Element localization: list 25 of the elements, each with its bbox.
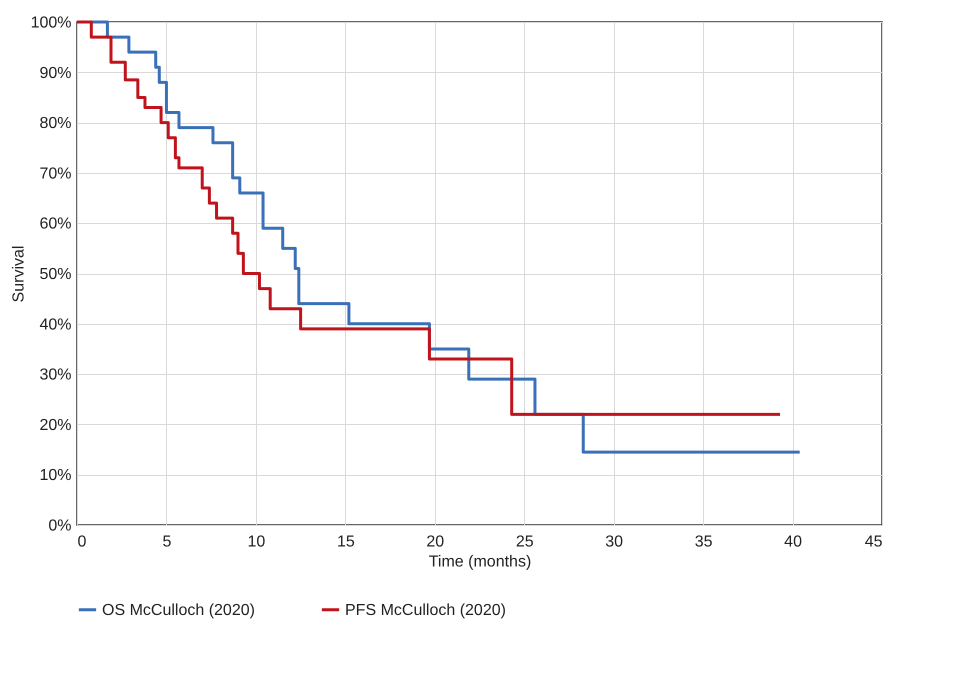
x-tick-label: 45 [864,534,883,550]
x-tick-label: 10 [247,534,266,550]
y-tick-label: 30% [39,366,72,384]
y-tick-label: 0% [48,518,72,534]
x-tick-label: 40 [784,534,802,550]
x-tick-label: 30 [605,534,624,550]
x-tick-label: 35 [694,534,713,550]
x-tick-label: 20 [426,534,444,550]
legend-label: PFS McCulloch (2020) [345,602,506,619]
legend-label: OS McCulloch (2020) [102,602,255,619]
y-tick-label: 80% [39,115,72,132]
y-tick-label: 60% [39,216,72,233]
x-tick-label: 0 [78,534,86,550]
y-axis-title: Survival [10,246,28,302]
y-tick-label: 40% [39,316,72,334]
x-tick-label: 5 [162,534,172,550]
y-tick-label: 50% [39,266,72,283]
y-tick-label: 70% [39,165,72,182]
x-tick-label: 15 [336,534,355,550]
y-tick-label: 100% [30,14,72,32]
x-axis-title: Time (months) [428,554,532,570]
y-tick-label: 90% [39,64,72,82]
x-tick-label: 25 [516,534,534,550]
y-tick-label: 10% [39,467,72,484]
y-tick-label: 20% [39,416,72,434]
